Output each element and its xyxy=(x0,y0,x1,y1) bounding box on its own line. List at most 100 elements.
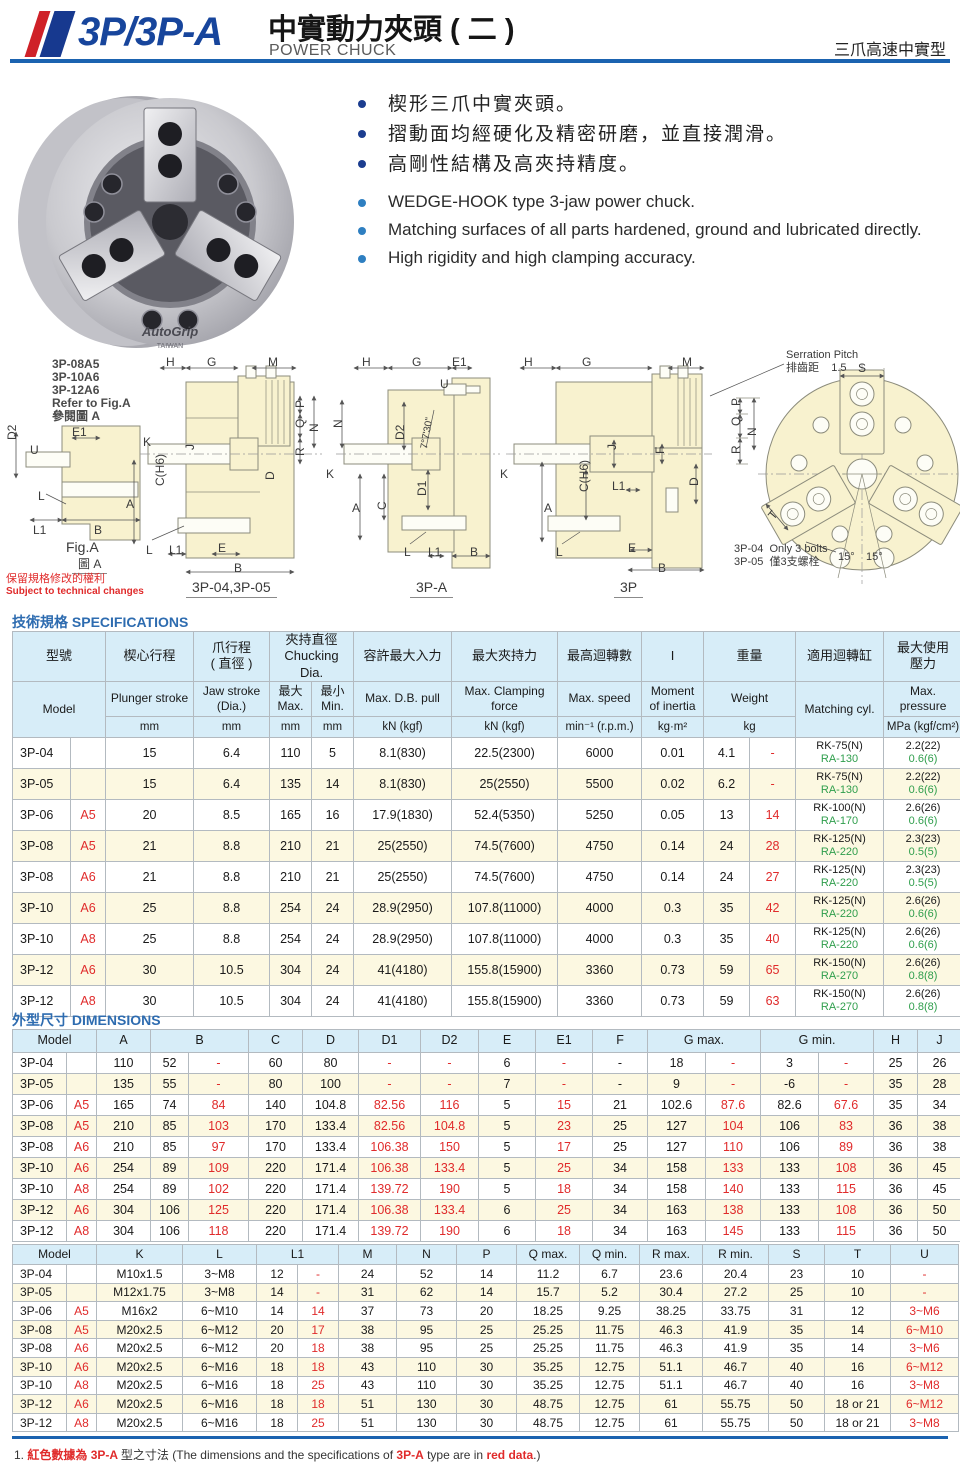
table-cell: 6.4 xyxy=(193,767,271,800)
table-cell: 25(2550) xyxy=(451,767,559,800)
column-header: G max. xyxy=(647,1029,762,1053)
table-cell: 38 xyxy=(338,1338,398,1358)
table-cell xyxy=(66,1282,97,1303)
table-cell: 3P-10 xyxy=(12,1356,67,1377)
column-header: 最小 Min. xyxy=(311,680,355,717)
table-cell: - xyxy=(592,1073,649,1095)
table-cell: 18 xyxy=(296,1394,340,1414)
table-cell: 133 xyxy=(705,1157,762,1179)
table-cell: 3P-05 xyxy=(12,767,71,800)
table-cell: 254 xyxy=(96,1178,152,1200)
table-cell: 220 xyxy=(248,1199,304,1221)
table-cell: 18 xyxy=(647,1052,707,1074)
column-header: K xyxy=(96,1244,183,1265)
table-cell: RK-125(N) RA-220 xyxy=(795,860,885,893)
table-cell: 6~M10 xyxy=(890,1319,960,1340)
column-header: M xyxy=(338,1244,398,1265)
column-header: Model xyxy=(11,680,107,738)
table-cell: 18 xyxy=(535,1178,594,1200)
table-cell: 34 xyxy=(592,1199,649,1221)
page-title-en: POWER CHUCK xyxy=(269,42,397,59)
table-cell: 2.6(26) 0.6(6) xyxy=(883,922,960,955)
table-cell: 8.8 xyxy=(193,922,271,955)
table-cell: 5 xyxy=(311,736,355,769)
table-cell: 102.6 xyxy=(647,1094,707,1116)
table-cell: 3P-12 xyxy=(12,953,71,986)
table-cell: 133 xyxy=(760,1178,820,1200)
table-cell: 110 xyxy=(396,1375,458,1396)
dim-label: 3P-12A6 xyxy=(52,383,100,397)
table-cell: 12.75 xyxy=(579,1375,641,1396)
table-cell: 50 xyxy=(768,1394,826,1414)
matching-cyl-line: RK-125(N) xyxy=(813,863,866,876)
spec-row: 3P-10 A8 25 8.8 254 24 28.9(2950) 107.8(11000) 4… xyxy=(12,922,960,955)
table-cell: 34 xyxy=(592,1178,649,1200)
table-cell: 106.38 xyxy=(358,1157,422,1179)
table-cell: 17 xyxy=(535,1136,594,1158)
matching-cyl-line: RA-270 xyxy=(820,969,859,982)
dimension-row: 3P-08 A6 210 85 97 170 133.4 106.38 150 5 17 25 127 1… xyxy=(12,1136,960,1158)
table-cell: 3P-08 xyxy=(12,1115,67,1137)
table-cell: 33.75 xyxy=(702,1301,770,1321)
dim-label: S xyxy=(858,361,867,375)
column-header: 適用迴轉缸 xyxy=(795,631,885,682)
table-cell: 3P-08 xyxy=(12,829,71,862)
table-cell: - xyxy=(705,1073,762,1095)
dimension-row: 3P-12 A6 304 106 125 220 171.4 106.38 133.4 6 25 34… xyxy=(12,1199,960,1221)
table-cell: -6 xyxy=(760,1073,820,1095)
footnote-text: 型之寸法 xyxy=(120,1448,173,1462)
table-cell: 24 xyxy=(338,1264,398,1284)
table-cell: 0.73 xyxy=(641,953,705,986)
table-cell: A6 xyxy=(69,860,107,893)
table-cell: 25.25 xyxy=(516,1338,581,1358)
table-cell: 102 xyxy=(188,1178,250,1200)
table-cell: 27 xyxy=(749,860,797,893)
table-cell: 3P-10 xyxy=(12,891,71,924)
dim-label: D1 xyxy=(415,480,429,496)
table-cell: 89 xyxy=(818,1136,875,1158)
table-cell: 18 or 21 xyxy=(824,1412,892,1433)
unit-header: min⁻¹ (r.p.m.) xyxy=(557,715,643,738)
table-cell: 25 xyxy=(456,1338,518,1358)
table-cell: 3P-08 xyxy=(12,1338,67,1358)
table-cell: 36 xyxy=(873,1136,919,1158)
table-cell: 3~M8 xyxy=(182,1264,257,1284)
table-cell: 10 xyxy=(824,1282,892,1303)
pressure-line: 0.6(6) xyxy=(908,907,938,920)
dim-label: J xyxy=(605,444,619,450)
column-header: A xyxy=(96,1029,152,1053)
table-cell: M12x1.75 xyxy=(96,1282,183,1303)
table-cell: 30 xyxy=(105,984,195,1017)
table-cell: 6.7 xyxy=(579,1264,641,1284)
pressure-line: 2.6(26) xyxy=(905,801,941,814)
pressure-line: 2.2(22) xyxy=(905,739,941,752)
table-cell: 110 xyxy=(396,1356,458,1377)
column-header: 重量 xyxy=(703,631,797,682)
table-cell: 6~M12 xyxy=(182,1319,257,1340)
column-header: 容許最大入力 xyxy=(353,631,453,682)
dim-label: N xyxy=(745,427,759,436)
table-cell: 82.56 xyxy=(358,1094,422,1116)
dim-label: L xyxy=(146,543,153,557)
dim-label: A xyxy=(126,497,135,511)
table-cell: 115 xyxy=(818,1178,875,1200)
dim-label: D2 xyxy=(393,424,407,440)
table-cell: 15 xyxy=(535,1094,594,1116)
table-cell: 6 xyxy=(478,1199,537,1221)
table-cell: 74.5(7600) xyxy=(451,860,559,893)
table-cell: 62 xyxy=(396,1282,458,1303)
table-cell: 3P-12 xyxy=(12,1199,67,1221)
table-cell: 14 xyxy=(456,1282,518,1303)
table-cell: 73 xyxy=(396,1301,458,1321)
table-cell: 14 xyxy=(256,1301,298,1321)
matching-cyl-line: RA-130 xyxy=(820,752,859,765)
table-cell: 25 xyxy=(535,1157,594,1179)
dim-label: Refer to Fig.A xyxy=(52,396,131,410)
pressure-line: 0.6(6) xyxy=(908,814,938,827)
dim-label: C(H6) xyxy=(153,454,167,486)
table-cell: 51.1 xyxy=(639,1375,704,1396)
dim-label: C xyxy=(375,501,389,510)
feature-text: Matching surfaces of all parts hardened,… xyxy=(388,220,922,239)
table-cell: 9 xyxy=(647,1073,707,1095)
table-cell: 158 xyxy=(647,1178,707,1200)
